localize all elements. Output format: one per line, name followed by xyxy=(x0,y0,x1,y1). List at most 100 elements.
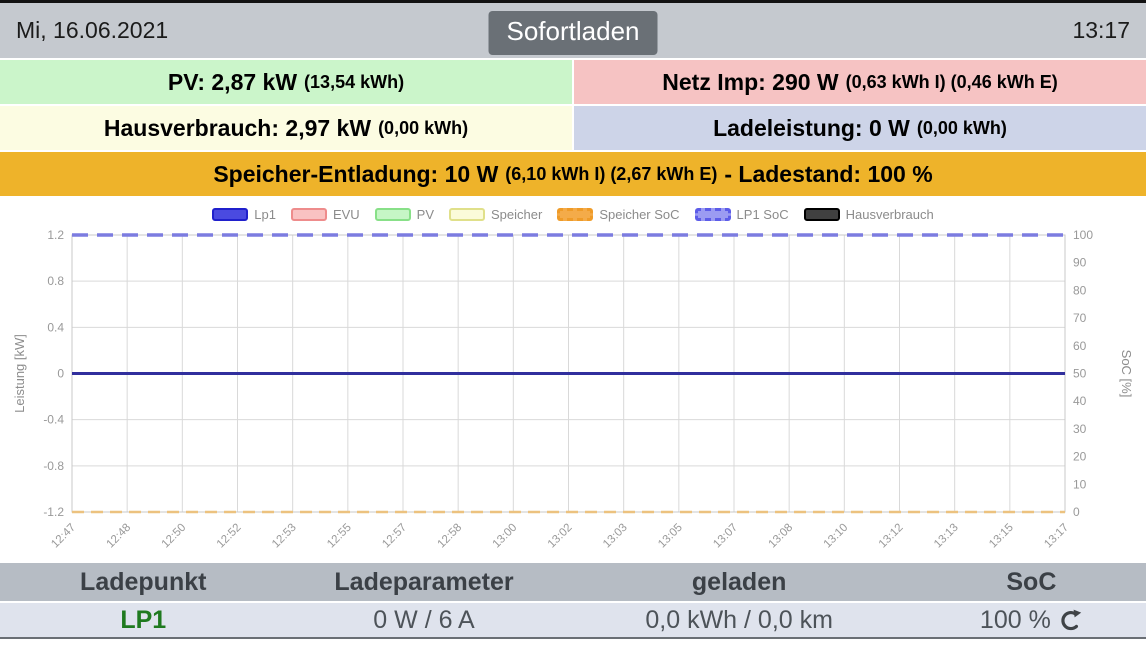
soc-value-cell: 100 % xyxy=(917,606,1146,635)
legend-swatch-icon xyxy=(694,208,731,221)
x-tick-label: 13:15 xyxy=(987,522,1016,551)
y-left-tick-label: 0.4 xyxy=(47,320,64,334)
y-right-tick-label: 20 xyxy=(1073,450,1087,464)
y-right-axis-title: SoC [%] xyxy=(1119,350,1134,398)
legend-item: PV xyxy=(374,207,435,222)
battery-energy: (6,10 kWh I) (2,67 kWh E) xyxy=(505,163,718,184)
legend-swatch-icon xyxy=(449,208,486,221)
power-chart: Lp1 EVU PV Speicher Speicher SoC LP1 SoC Hausv… xyxy=(0,196,1146,561)
house-consumption-panel: Hausverbrauch: 2,97 kW (0,00 kWh) xyxy=(0,106,572,150)
battery-soc-text: - Ladestand: 100 % xyxy=(724,160,933,187)
house-consumption-value: Hausverbrauch: 2,97 kW xyxy=(103,114,372,141)
x-tick-label: 13:03 xyxy=(601,522,630,551)
y-right-tick-label: 100 xyxy=(1073,228,1093,242)
charge-mode-button[interactable]: Sofortladen xyxy=(488,11,658,55)
header-ladeparameter: Ladeparameter xyxy=(334,567,514,596)
y-right-tick-label: 70 xyxy=(1073,311,1087,325)
y-left-tick-label: 1.2 xyxy=(47,228,64,242)
x-tick-label: 12:57 xyxy=(380,522,409,551)
y-right-tick-label: 60 xyxy=(1073,339,1087,353)
header-geladen: geladen xyxy=(691,567,787,596)
y-right-tick-label: 0 xyxy=(1073,505,1080,519)
current-date: Mi, 16.06.2021 xyxy=(16,17,169,43)
legend-item: Speicher SoC xyxy=(557,207,680,222)
chart-gridlines: 12:47 12:48 12:50 12:52 12:53 12:55 12:57 12:58… xyxy=(43,228,1093,550)
x-tick-label: 12:47 xyxy=(49,522,78,551)
legend-swatch-icon xyxy=(374,208,411,221)
legend-label: Speicher xyxy=(491,207,543,222)
header-ladepunkt: Ladepunkt xyxy=(80,567,207,596)
legend-label: LP1 SoC xyxy=(736,207,789,222)
x-tick-label: 12:52 xyxy=(215,522,244,551)
legend-item: Hausverbrauch xyxy=(803,207,934,222)
table-row: LP1 0 W / 6 A 0,0 kWh / 0,0 km 100 % xyxy=(0,603,1146,639)
y-left-tick-label: -0.4 xyxy=(43,413,64,427)
y-right-tick-label: 90 xyxy=(1073,256,1087,270)
chargepoint-table: Ladepunkt Ladeparameter geladen SoC LP1 … xyxy=(0,563,1146,639)
legend-label: Hausverbrauch xyxy=(845,207,934,222)
house-consumption-energy: (0,00 kWh) xyxy=(378,117,469,138)
current-time: 13:17 xyxy=(1072,17,1130,43)
battery-panel: Speicher-Entladung: 10 W (6,10 kWh I) (2… xyxy=(0,152,1146,196)
x-tick-label: 13:10 xyxy=(822,522,851,551)
pv-energy: (13,54 kWh) xyxy=(304,71,405,92)
x-tick-label: 13:02 xyxy=(546,522,575,551)
y-right-tick-label: 80 xyxy=(1073,283,1087,297)
legend-label: PV xyxy=(416,207,435,222)
legend-swatch-icon xyxy=(557,208,594,221)
chargepoint-name: LP1 xyxy=(120,605,167,634)
battery-discharge-value: Speicher-Entladung: 10 W xyxy=(213,160,499,187)
y-right-tick-label: 30 xyxy=(1073,422,1087,436)
x-tick-label: 13:05 xyxy=(656,522,685,551)
legend-item: LP1 SoC xyxy=(694,207,789,222)
pv-value: PV: 2,87 kW xyxy=(167,68,298,95)
soc-value: 100 % xyxy=(979,605,1051,634)
legend-label: Speicher SoC xyxy=(599,207,680,222)
x-tick-label: 12:55 xyxy=(325,522,354,551)
chart-legend: Lp1 EVU PV Speicher Speicher SoC LP1 SoC Hausv… xyxy=(0,196,1146,226)
x-tick-label: 13:07 xyxy=(711,522,740,551)
chart-plot-area: 12:47 12:48 12:50 12:52 12:53 12:55 12:57 12:58… xyxy=(12,228,1134,550)
y-left-tick-label: 0 xyxy=(57,367,64,381)
pv-panel: PV: 2,87 kW (13,54 kWh) xyxy=(0,60,572,104)
charge-power-value: Ladeleistung: 0 W xyxy=(713,114,910,141)
legend-item: Lp1 xyxy=(212,207,276,222)
y-left-tick-label: -0.8 xyxy=(43,459,64,473)
x-tick-label: 12:53 xyxy=(270,522,299,551)
x-tick-label: 13:00 xyxy=(491,522,520,551)
legend-swatch-icon xyxy=(290,208,327,221)
charge-power-energy: (0,00 kWh) xyxy=(916,117,1007,138)
legend-swatch-icon xyxy=(803,208,840,221)
charged-amount: 0,0 kWh / 0,0 km xyxy=(645,605,833,634)
x-tick-label: 12:48 xyxy=(104,522,133,551)
soc-refresh-icon[interactable] xyxy=(1059,608,1083,632)
legend-label: Lp1 xyxy=(254,207,276,222)
y-left-axis-title: Leistung [kW] xyxy=(12,334,27,413)
legend-item: Speicher xyxy=(449,207,542,222)
y-right-tick-label: 50 xyxy=(1073,367,1087,381)
x-tick-label: 13:08 xyxy=(766,522,795,551)
y-right-tick-label: 10 xyxy=(1073,477,1087,491)
table-header-row: Ladepunkt Ladeparameter geladen SoC xyxy=(0,563,1146,601)
y-left-tick-label: -1.2 xyxy=(43,505,64,519)
y-left-tick-label: 0.8 xyxy=(47,274,64,288)
x-tick-label: 13:17 xyxy=(1042,522,1071,551)
x-tick-label: 12:58 xyxy=(435,522,464,551)
x-tick-label: 12:50 xyxy=(160,522,189,551)
y-right-tick-label: 40 xyxy=(1073,394,1087,408)
status-panels: PV: 2,87 kW (13,54 kWh) Netz Imp: 290 W … xyxy=(0,60,1146,150)
grid-import-energy: (0,63 kWh I) (0,46 kWh E) xyxy=(845,71,1058,92)
charge-parameters: 0 W / 6 A xyxy=(373,605,475,634)
charge-power-panel: Ladeleistung: 0 W (0,00 kWh) xyxy=(574,106,1146,150)
legend-swatch-icon xyxy=(212,208,249,221)
header-soc: SoC xyxy=(1006,567,1057,596)
grid-import-value: Netz Imp: 290 W xyxy=(662,68,839,95)
legend-label: EVU xyxy=(332,207,360,222)
top-bar: Mi, 16.06.2021 Sofortladen 13:17 xyxy=(0,0,1146,58)
legend-item: EVU xyxy=(290,207,360,222)
grid-import-panel: Netz Imp: 290 W (0,63 kWh I) (0,46 kWh E… xyxy=(574,60,1146,104)
x-tick-label: 13:13 xyxy=(932,522,961,551)
chart-series xyxy=(72,233,1065,514)
x-tick-label: 13:12 xyxy=(877,522,906,551)
